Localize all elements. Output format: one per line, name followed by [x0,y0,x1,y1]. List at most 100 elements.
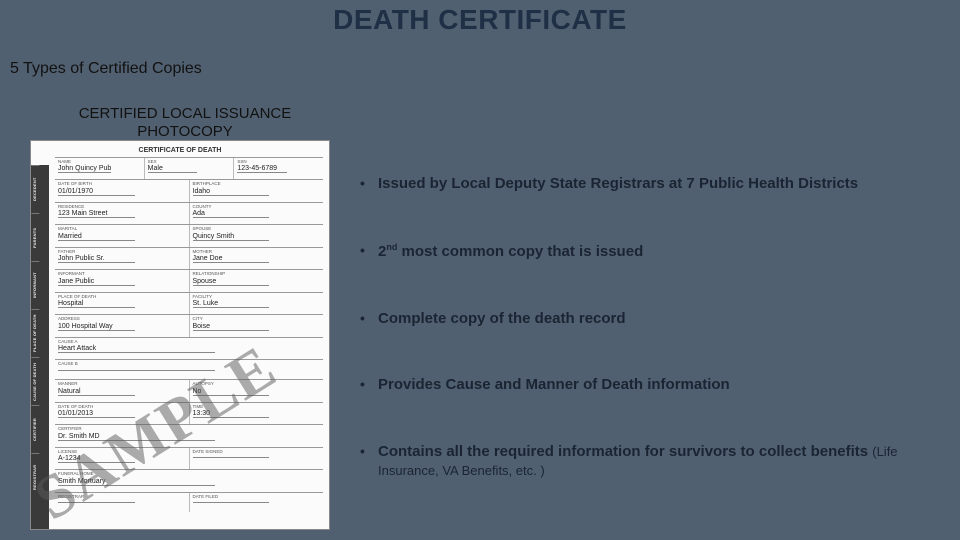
certificate-cell: MARITALMarried [55,225,190,247]
cell-label: DATE SIGNED [193,450,321,455]
bullet-item: Contains all the required information fo… [360,443,950,481]
cell-value [58,501,135,503]
cell-label: DATE FILED [193,495,321,500]
certificate-cell: RELATIONSHIPSpouse [190,270,324,292]
cell-value: John Public Sr. [58,254,135,263]
bullet-item: 2nd most common copy that is issued [360,242,950,262]
cell-value: Married [58,232,135,241]
certificate-row: PLACE OF DEATHHospitalFACILITYSt. Luke [55,292,323,315]
certificate-cell: DATE OF BIRTH01/01/1970 [55,180,190,202]
cell-value: Jane Doe [193,254,270,263]
certificate-row: INFORMANTJane PublicRELATIONSHIPSpouse [55,269,323,292]
cell-value: Heart Attack [58,344,215,353]
sample-certificate-image: CERTIFICATE OF DEATH DECEDENT PARENTS IN… [30,140,330,530]
certificate-row: DATE OF DEATH01/01/2013TIME13:30 [55,402,323,425]
certificate-row: REGISTRAR DATE FILED [55,492,323,512]
certificate-form: CERTIFICATE OF DEATH DECEDENT PARENTS IN… [31,141,329,516]
cell-value: Quincy Smith [193,232,270,241]
cell-value: 01/01/1970 [58,187,135,196]
sidebar-label: PLACE OF DEATH [31,309,39,357]
sidebar-label: CERTIFIER [31,405,39,453]
certificate-cell: CERTIFIERDr. Smith MD [55,425,323,447]
certificate-row: CERTIFIERDr. Smith MD [55,424,323,447]
certificate-row: FUNERAL HOMESmith Mortuary [55,469,323,492]
certificate-row: ADDRESS100 Hospital WayCITYBoise [55,314,323,337]
slide: DEATH CERTIFICATE 5 Types of Certified C… [0,0,960,540]
certificate-cell: FATHERJohn Public Sr. [55,248,190,270]
bullet-text: Contains all the required information fo… [378,443,872,460]
certificate-cell: ADDRESS100 Hospital Way [55,315,190,337]
caption-line-2: PHOTOCOPY [137,123,233,140]
certificate-row: FATHERJohn Public Sr.MOTHERJane Doe [55,247,323,270]
bullet-text-suffix: most common copy that is issued [397,243,643,260]
cell-value: 123 Main Street [58,209,135,218]
cell-value: 123-45-6789 [237,164,287,173]
bullet-text: Issued by Local Deputy State Registrars … [378,175,858,192]
cell-value: No [193,387,270,396]
cell-value: Hospital [58,299,135,308]
cell-value: Smith Mortuary [58,477,215,486]
certificate-row: CAUSE B [55,359,323,379]
cell-value: John Quincy Pub [58,164,111,173]
cell-value: Jane Public [58,277,135,286]
certificate-cell: CAUSE B [55,360,323,379]
cell-value: Spouse [193,277,270,286]
bullet-item: Provides Cause and Manner of Death infor… [360,376,950,395]
certificate-cell: DATE OF DEATH01/01/2013 [55,403,190,425]
sidebar-label: PARENTS [31,213,39,261]
certificate-row: NAMEJohn Quincy PubSEXMaleSSN123-45-6789 [55,157,323,180]
certificate-row: CAUSE AHeart Attack [55,337,323,360]
certificate-cell: INFORMANTJane Public [55,270,190,292]
certificate-row: MARITALMarriedSPOUSEQuincy Smith [55,224,323,247]
cell-value: Dr. Smith MD [58,432,215,441]
cell-value: Natural [58,387,135,396]
cell-value: St. Luke [193,299,270,308]
certificate-cell: CITYBoise [190,315,324,337]
sidebar-label: REGISTRAR [31,453,39,501]
certificate-cell: DATE SIGNED [190,448,324,470]
certificate-cell: REGISTRAR [55,493,190,512]
certificate-cell: SPOUSEQuincy Smith [190,225,324,247]
cell-label: CAUSE B [58,362,320,367]
cell-value: Idaho [193,187,270,196]
certificate-cell: AUTOPSYNo [190,380,324,402]
bullet-text: Provides Cause and Manner of Death infor… [378,376,730,393]
subtitle: 5 Types of Certified Copies [10,60,202,78]
certificate-cell: COUNTYAda [190,203,324,225]
certificate-row: MANNERNaturalAUTOPSYNo [55,379,323,402]
caption-line-1: CERTIFIED LOCAL ISSUANCE [79,105,292,122]
certificate-cell: PLACE OF DEATHHospital [55,293,190,315]
bullet-list: Issued by Local Deputy State Registrars … [360,175,950,529]
certificate-cell: MANNERNatural [55,380,190,402]
certificate-row: LICENSEA-1234DATE SIGNED [55,447,323,470]
bullet-item: Complete copy of the death record [360,310,950,329]
bullet-text: Complete copy of the death record [378,310,626,327]
cell-value: 100 Hospital Way [58,322,135,331]
cell-value: 13:30 [193,409,270,418]
certificate-body: NAMEJohn Quincy PubSEXMaleSSN123-45-6789… [55,157,323,512]
cell-value: Boise [193,322,270,331]
cell-value [193,501,270,503]
certificate-cell: SEXMale [145,158,235,180]
cell-value: 01/01/2013 [58,409,135,418]
cell-value: Male [148,164,198,173]
certificate-cell: FUNERAL HOMESmith Mortuary [55,470,323,492]
certificate-cell: FACILITYSt. Luke [190,293,324,315]
cell-label: REGISTRAR [58,495,186,500]
cell-value [193,456,270,458]
certificate-cell: MOTHERJane Doe [190,248,324,270]
certificate-sidebar: DECEDENT PARENTS INFORMANT PLACE OF DEAT… [31,165,49,529]
certificate-cell: RESIDENCE123 Main Street [55,203,190,225]
sidebar-label: CAUSE OF DEATH [31,357,39,405]
certificate-row: DATE OF BIRTH01/01/1970BIRTHPLACEIdaho [55,179,323,202]
certificate-cell: NAMEJohn Quincy Pub [55,158,145,180]
certificate-cell: CAUSE AHeart Attack [55,338,323,360]
cell-value: A-1234 [58,454,135,463]
ordinal-suffix: nd [386,242,397,252]
certificate-cell: TIME13:30 [190,403,324,425]
cell-value: Ada [193,209,270,218]
image-caption: CERTIFIED LOCAL ISSUANCE PHOTOCOPY [45,105,325,141]
certificate-cell: SSN123-45-6789 [234,158,323,180]
certificate-header: CERTIFICATE OF DEATH [37,145,323,157]
certificate-cell: DATE FILED [190,493,324,512]
